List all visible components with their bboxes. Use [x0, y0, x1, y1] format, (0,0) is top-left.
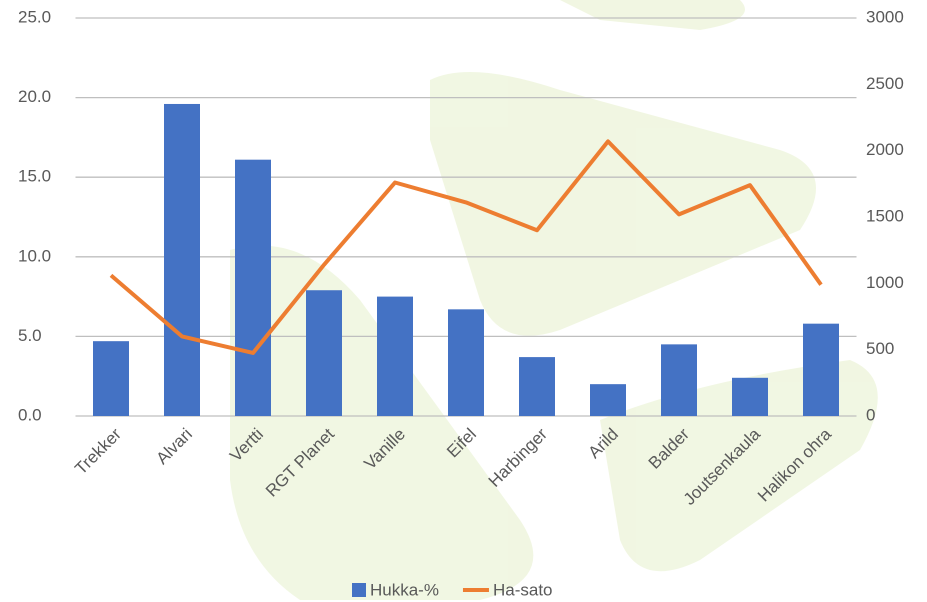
y2-tick-label: 2000	[866, 140, 904, 159]
y2-tick-label: 2500	[866, 74, 904, 93]
legend-label: Hukka-%	[370, 580, 439, 599]
y-tick-label: 15.0	[18, 167, 51, 186]
bar	[661, 344, 697, 416]
watermark-shape	[560, 0, 745, 30]
bar	[590, 384, 626, 416]
bar	[448, 309, 484, 416]
bar	[235, 159, 271, 417]
bar	[306, 290, 342, 416]
y2-tick-label: 500	[866, 339, 894, 358]
y-tick-label: 25.0	[18, 7, 51, 26]
y2-tick-label: 3000	[866, 7, 904, 26]
bar	[377, 296, 413, 416]
y-tick-label: 10.0	[18, 246, 51, 265]
watermark-shape	[430, 72, 816, 336]
y-tick-label: 5.0	[18, 326, 42, 345]
bar	[164, 103, 200, 416]
y2-tick-label: 0	[866, 405, 875, 424]
y-tick-label: 0.0	[18, 405, 42, 424]
y2-tick-label: 1000	[866, 273, 904, 292]
x-tick-label: Alvari	[153, 425, 196, 468]
y2-tick-label: 1500	[866, 206, 904, 225]
bar	[93, 341, 129, 416]
line	[109, 139, 823, 355]
y-tick-label: 20.0	[18, 87, 51, 106]
bar	[732, 377, 768, 416]
x-tick-label: Harbinger	[485, 424, 551, 490]
watermark-shape	[230, 245, 534, 601]
legend-label: Ha-sato	[493, 580, 553, 599]
bar	[519, 357, 555, 416]
legend-swatch	[352, 583, 366, 597]
x-tick-label: Trekker	[71, 424, 125, 478]
bar	[803, 323, 839, 416]
